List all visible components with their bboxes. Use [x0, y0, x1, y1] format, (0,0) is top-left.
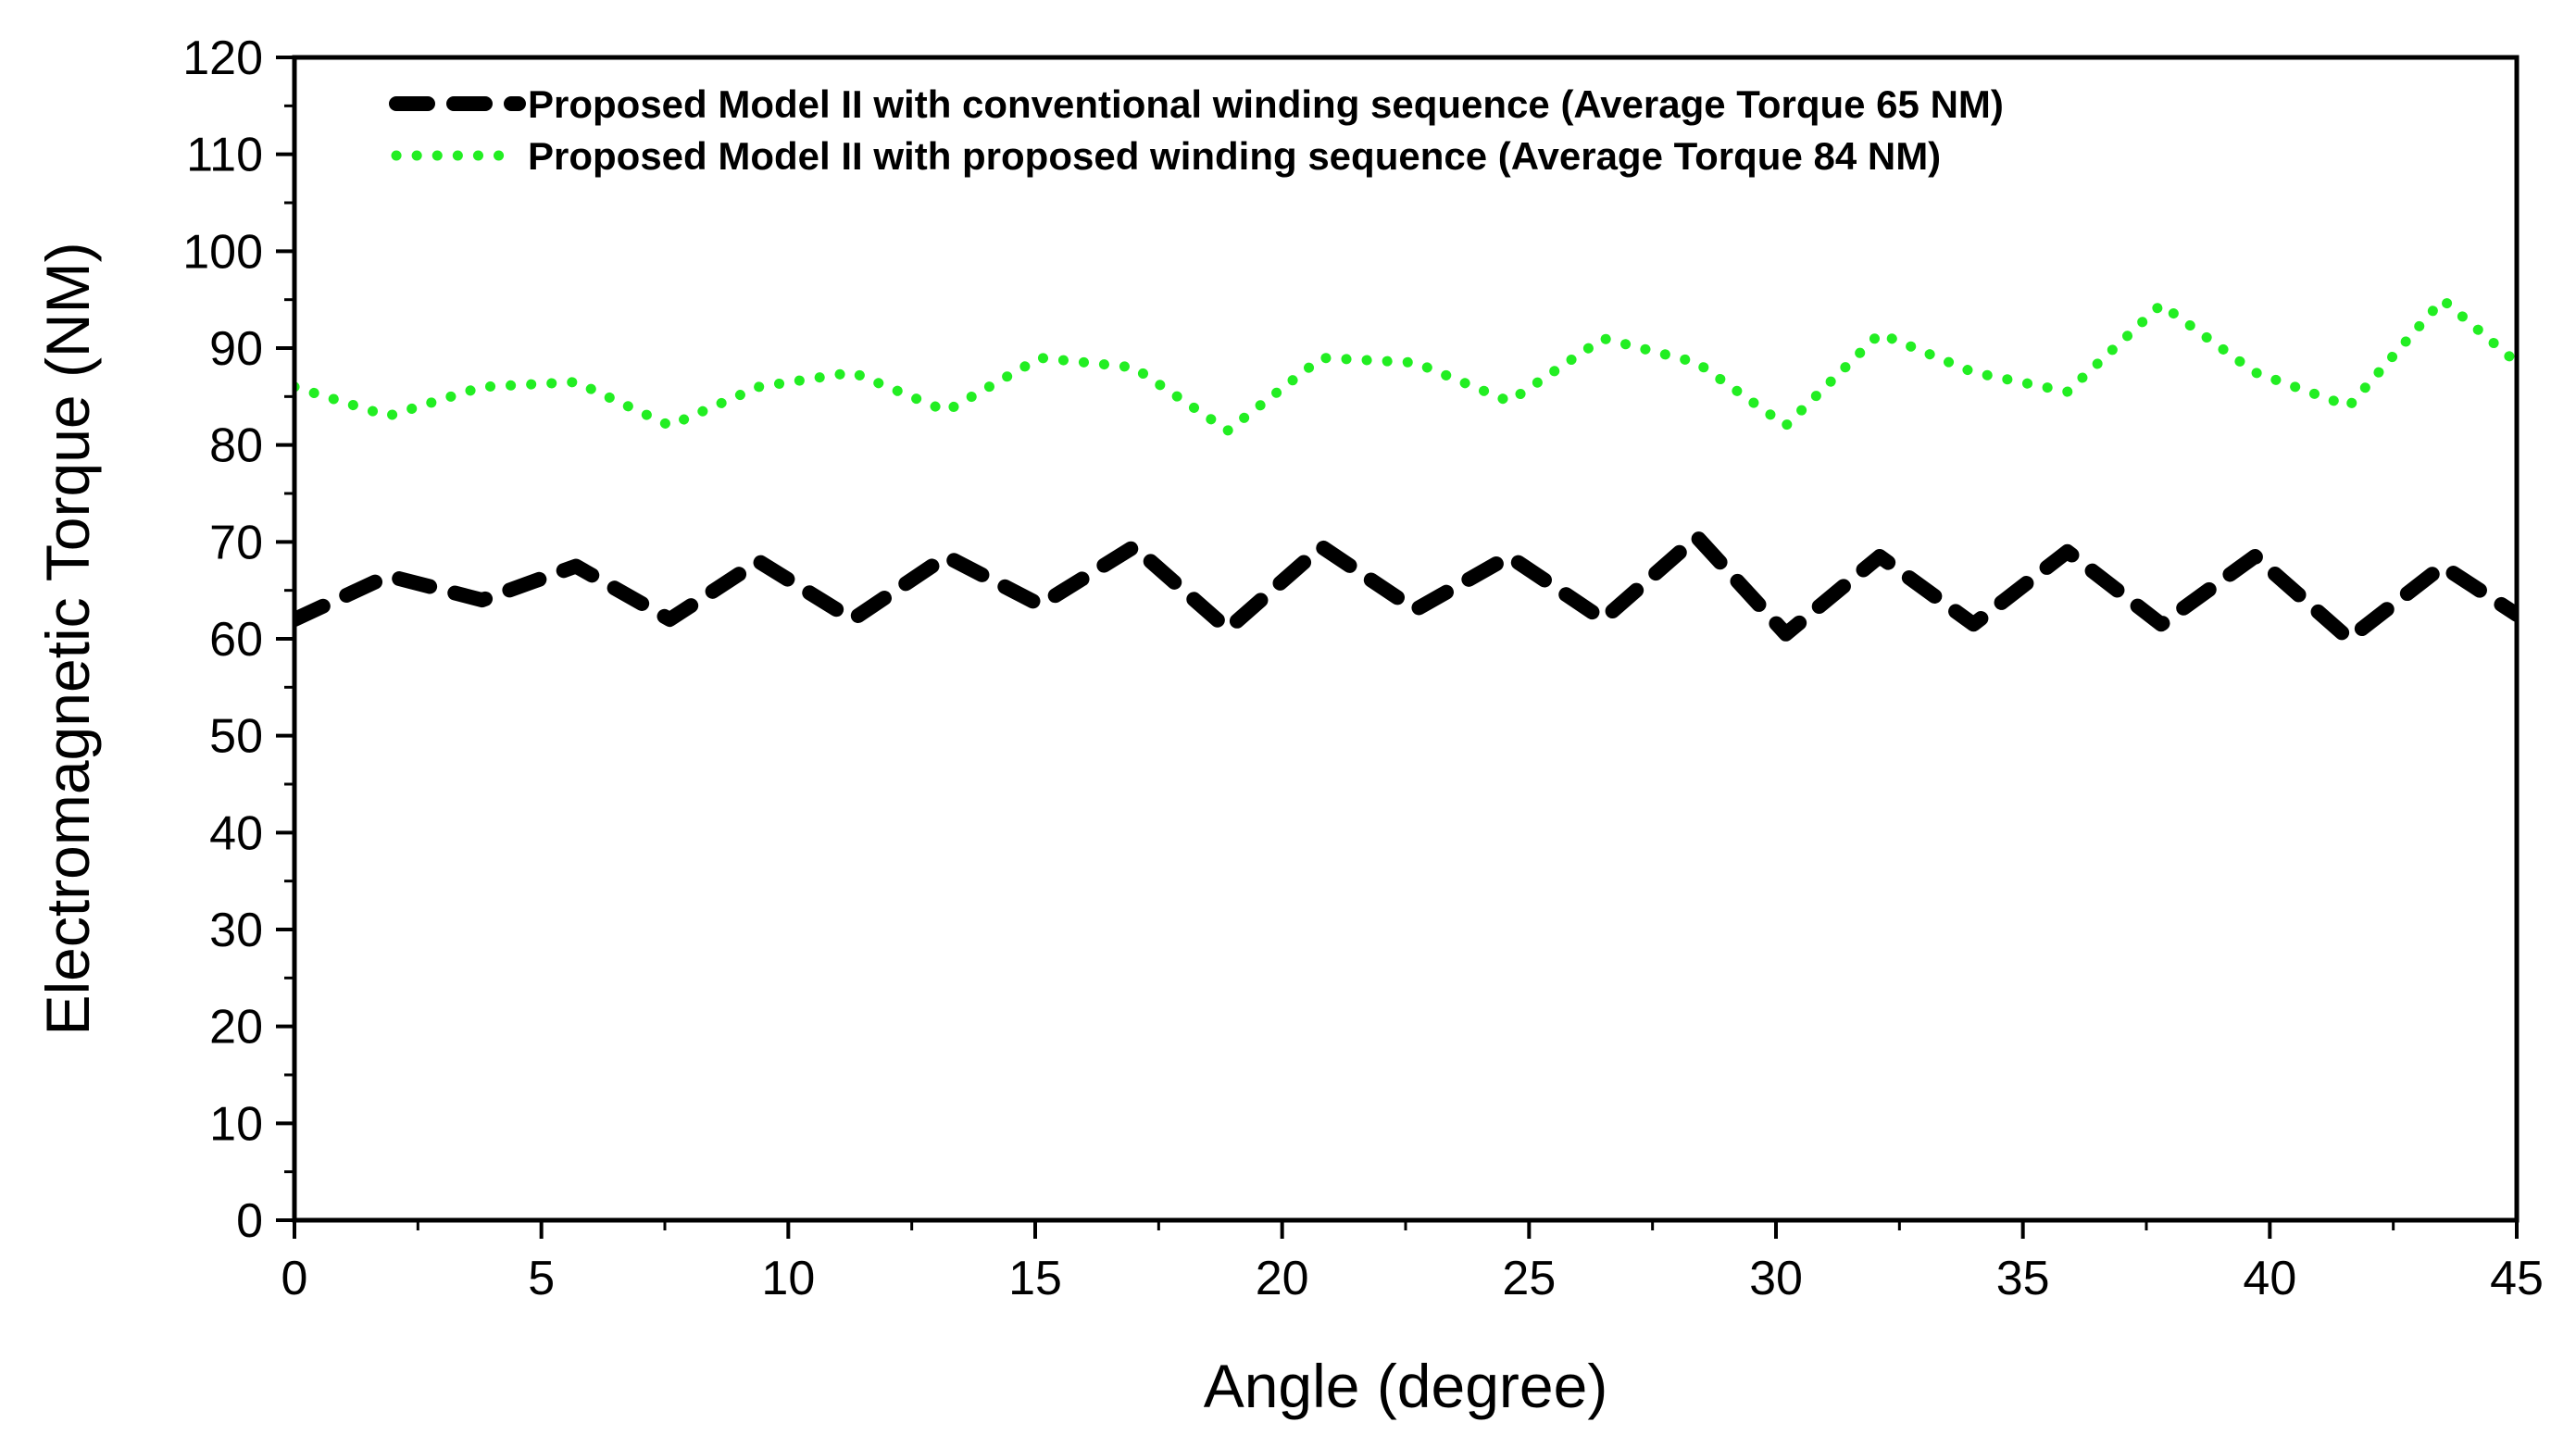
x-tick-label: 0 — [281, 1252, 308, 1305]
x-tick-label: 20 — [1256, 1252, 1309, 1305]
y-tick-label: 20 — [209, 1001, 263, 1054]
y-tick-label: 0 — [236, 1194, 263, 1248]
y-tick-label: 110 — [186, 129, 263, 182]
y-tick-label: 80 — [209, 419, 263, 473]
y-axis-ticks: 0 10 20 30 40 50 60 70 80 90 100 110 120 — [182, 31, 294, 1248]
y-tick-label: 90 — [209, 322, 263, 376]
x-tick-label: 40 — [2243, 1252, 2296, 1305]
legend-label-1: Proposed Model II with conventional wind… — [528, 82, 2004, 126]
x-tick-label: 15 — [1008, 1252, 1062, 1305]
x-tick-label: 25 — [1502, 1252, 1556, 1305]
y-axis-title: Electromagnetic Torque (NM) — [33, 242, 102, 1035]
y-tick-label: 30 — [209, 904, 263, 957]
x-tick-label: 45 — [2490, 1252, 2544, 1305]
x-tick-label: 35 — [1996, 1252, 2050, 1305]
legend-label-2: Proposed Model II with proposed winding … — [528, 134, 1941, 178]
series-layer — [294, 294, 2517, 646]
series-line-1 — [294, 530, 2517, 646]
x-axis-title: Angle (degree) — [1204, 1352, 1608, 1420]
x-tick-label: 5 — [528, 1252, 555, 1305]
y-tick-label: 120 — [182, 31, 263, 85]
y-tick-label: 40 — [209, 806, 263, 860]
series-line-2 — [294, 294, 2517, 436]
y-tick-label: 10 — [209, 1097, 263, 1151]
x-tick-label: 30 — [1749, 1252, 1803, 1305]
y-tick-label: 70 — [209, 516, 263, 569]
y-tick-label: 50 — [209, 710, 263, 764]
y-tick-label: 60 — [209, 613, 263, 667]
legend: Proposed Model II with conventional wind… — [389, 82, 2004, 178]
x-tick-label: 10 — [761, 1252, 815, 1305]
y-tick-label: 100 — [182, 225, 263, 279]
x-axis-ticks: 0 5 10 15 20 25 30 35 40 45 — [281, 1220, 2544, 1305]
